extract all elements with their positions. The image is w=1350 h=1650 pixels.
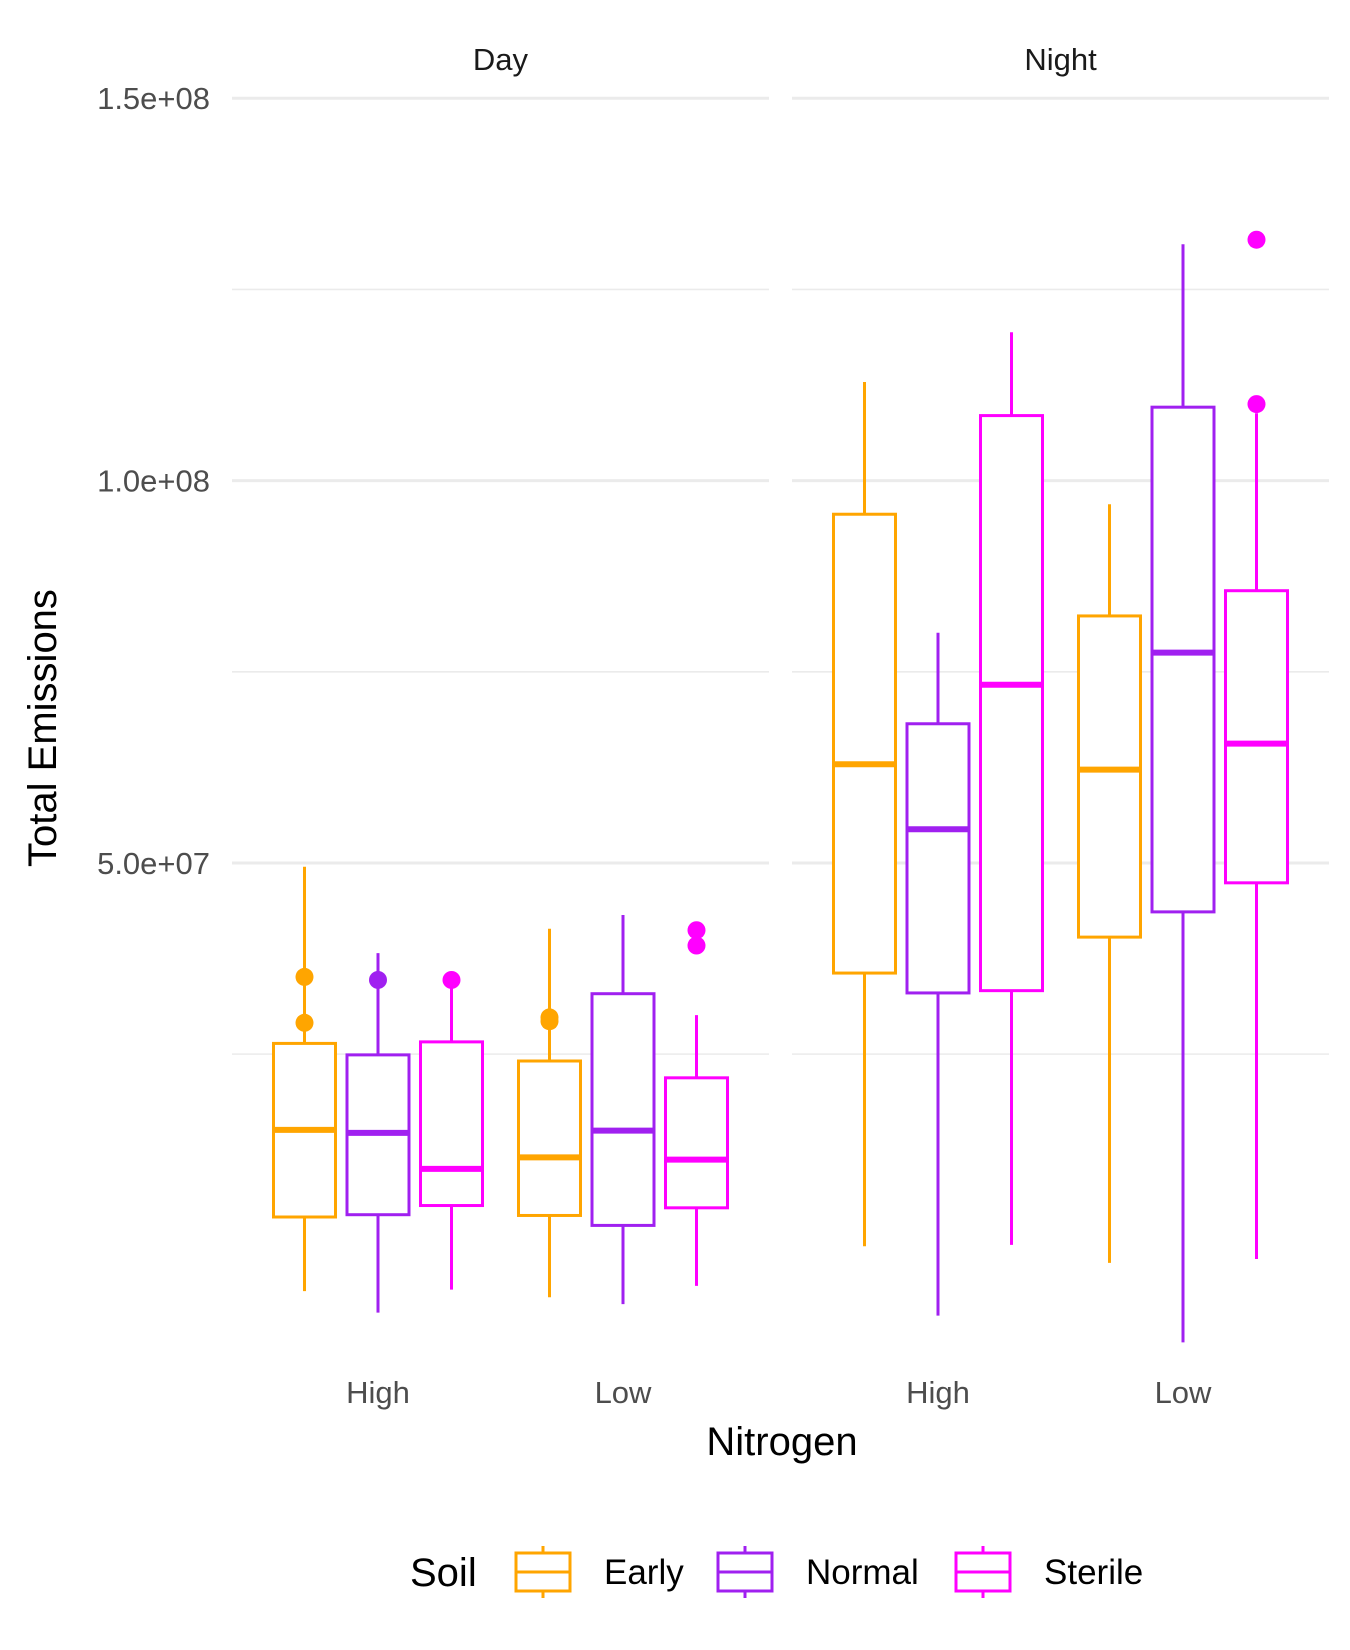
- box-iqr: [979, 414, 1044, 993]
- box-normal-low: [590, 914, 656, 1305]
- outlier-point: [1247, 395, 1266, 414]
- legend-label: Early: [604, 1553, 684, 1592]
- box-early-low: [1077, 504, 1142, 1263]
- x-tick-label: High: [906, 1375, 970, 1410]
- box-iqr: [1224, 589, 1289, 885]
- outlier-point: [540, 1012, 559, 1031]
- box-iqr: [590, 992, 656, 1227]
- box-sterile-low: [1224, 230, 1289, 1260]
- y-tick-label: 5.0e+07: [97, 846, 210, 881]
- box-iqr: [1077, 614, 1142, 939]
- box-sterile-low: [664, 921, 729, 1286]
- box-sterile-high: [979, 332, 1044, 1245]
- box-iqr: [1150, 405, 1216, 914]
- x-tick-label: High: [346, 1375, 410, 1410]
- x-tick-label: Low: [1155, 1375, 1212, 1410]
- facet-label: Day: [473, 42, 529, 77]
- outlier-point: [442, 970, 461, 989]
- y-tick-label: 1.5e+08: [97, 81, 210, 116]
- outlier-point: [687, 936, 706, 955]
- legend-item-sterile: Sterile: [954, 1546, 1143, 1598]
- box-early-high: [832, 381, 897, 1247]
- outlier-point: [295, 967, 314, 986]
- legend: Soil Early Normal Sterile: [410, 1546, 1143, 1598]
- box-layer: [272, 230, 1289, 1343]
- outlier-point: [295, 1013, 314, 1032]
- legend-label: Normal: [806, 1553, 919, 1592]
- box-normal-high: [905, 632, 971, 1316]
- box-iqr: [664, 1076, 729, 1210]
- y-axis-labels: 5.0e+07 1.0e+08 1.5e+08: [97, 81, 210, 881]
- outlier-point: [369, 970, 387, 989]
- facet-strips: Day Night: [473, 42, 1097, 77]
- outlier-point: [1247, 230, 1266, 249]
- box-iqr: [517, 1059, 582, 1217]
- box-iqr: [419, 1040, 484, 1208]
- box-iqr: [905, 722, 971, 995]
- box-sterile-high: [419, 970, 484, 1290]
- box-early-low: [517, 928, 582, 1298]
- legend-label: Sterile: [1044, 1553, 1143, 1592]
- box-normal-high: [345, 953, 411, 1313]
- box-iqr: [832, 512, 897, 975]
- y-tick-label: 1.0e+08: [97, 464, 210, 499]
- x-axis-labels: High Low High Low: [346, 1375, 1212, 1410]
- legend-item-early: Early: [514, 1546, 684, 1598]
- legend-title: Soil: [410, 1551, 477, 1595]
- outlier-point: [687, 921, 706, 940]
- box-early-high: [272, 866, 337, 1292]
- x-tick-label: Low: [595, 1375, 652, 1410]
- legend-item-normal: Normal: [716, 1546, 919, 1598]
- x-axis-title: Nitrogen: [706, 1420, 857, 1464]
- facet-label: Night: [1024, 42, 1097, 77]
- y-axis-title: Total Emissions: [21, 589, 65, 867]
- box-normal-low: [1150, 244, 1216, 1343]
